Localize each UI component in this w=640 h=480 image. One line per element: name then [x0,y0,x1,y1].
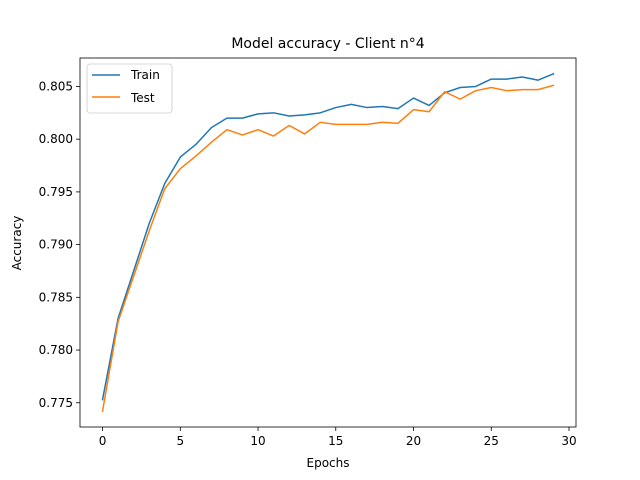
y-axis: 0.775 0.780 0.785 0.790 0.795 0.800 0.805 [39,79,80,410]
x-tick-label: 5 [176,434,184,448]
x-axis-label: Epochs [307,456,350,470]
y-tick-label: 0.805 [39,79,73,93]
legend-label-test: Test [130,91,155,105]
y-tick-label: 0.795 [39,185,73,199]
plot-frame [79,57,577,428]
series-line-train [101,72,555,401]
legend-label-train: Train [130,68,160,82]
y-tick-label: 0.775 [39,396,73,410]
x-tick-label: 25 [484,434,499,448]
chart-title: Model accuracy - Client n°4 [231,36,424,52]
x-tick-label: 20 [406,434,421,448]
series-line-test [101,84,555,413]
y-tick-label: 0.785 [39,290,73,304]
x-tick-label: 30 [561,434,576,448]
y-tick-label: 0.790 [39,238,73,252]
x-axis: 0 5 10 15 20 25 30 [99,427,577,448]
series-layer [101,72,555,413]
y-tick-label: 0.800 [39,132,73,146]
legend: Train Test [86,63,173,114]
x-tick-label: 10 [250,434,265,448]
x-tick-label: 15 [328,434,343,448]
y-tick-label: 0.780 [39,343,73,357]
y-axis-label: Accuracy [10,216,24,271]
legend-box [86,63,173,114]
x-tick-label: 0 [99,434,107,448]
